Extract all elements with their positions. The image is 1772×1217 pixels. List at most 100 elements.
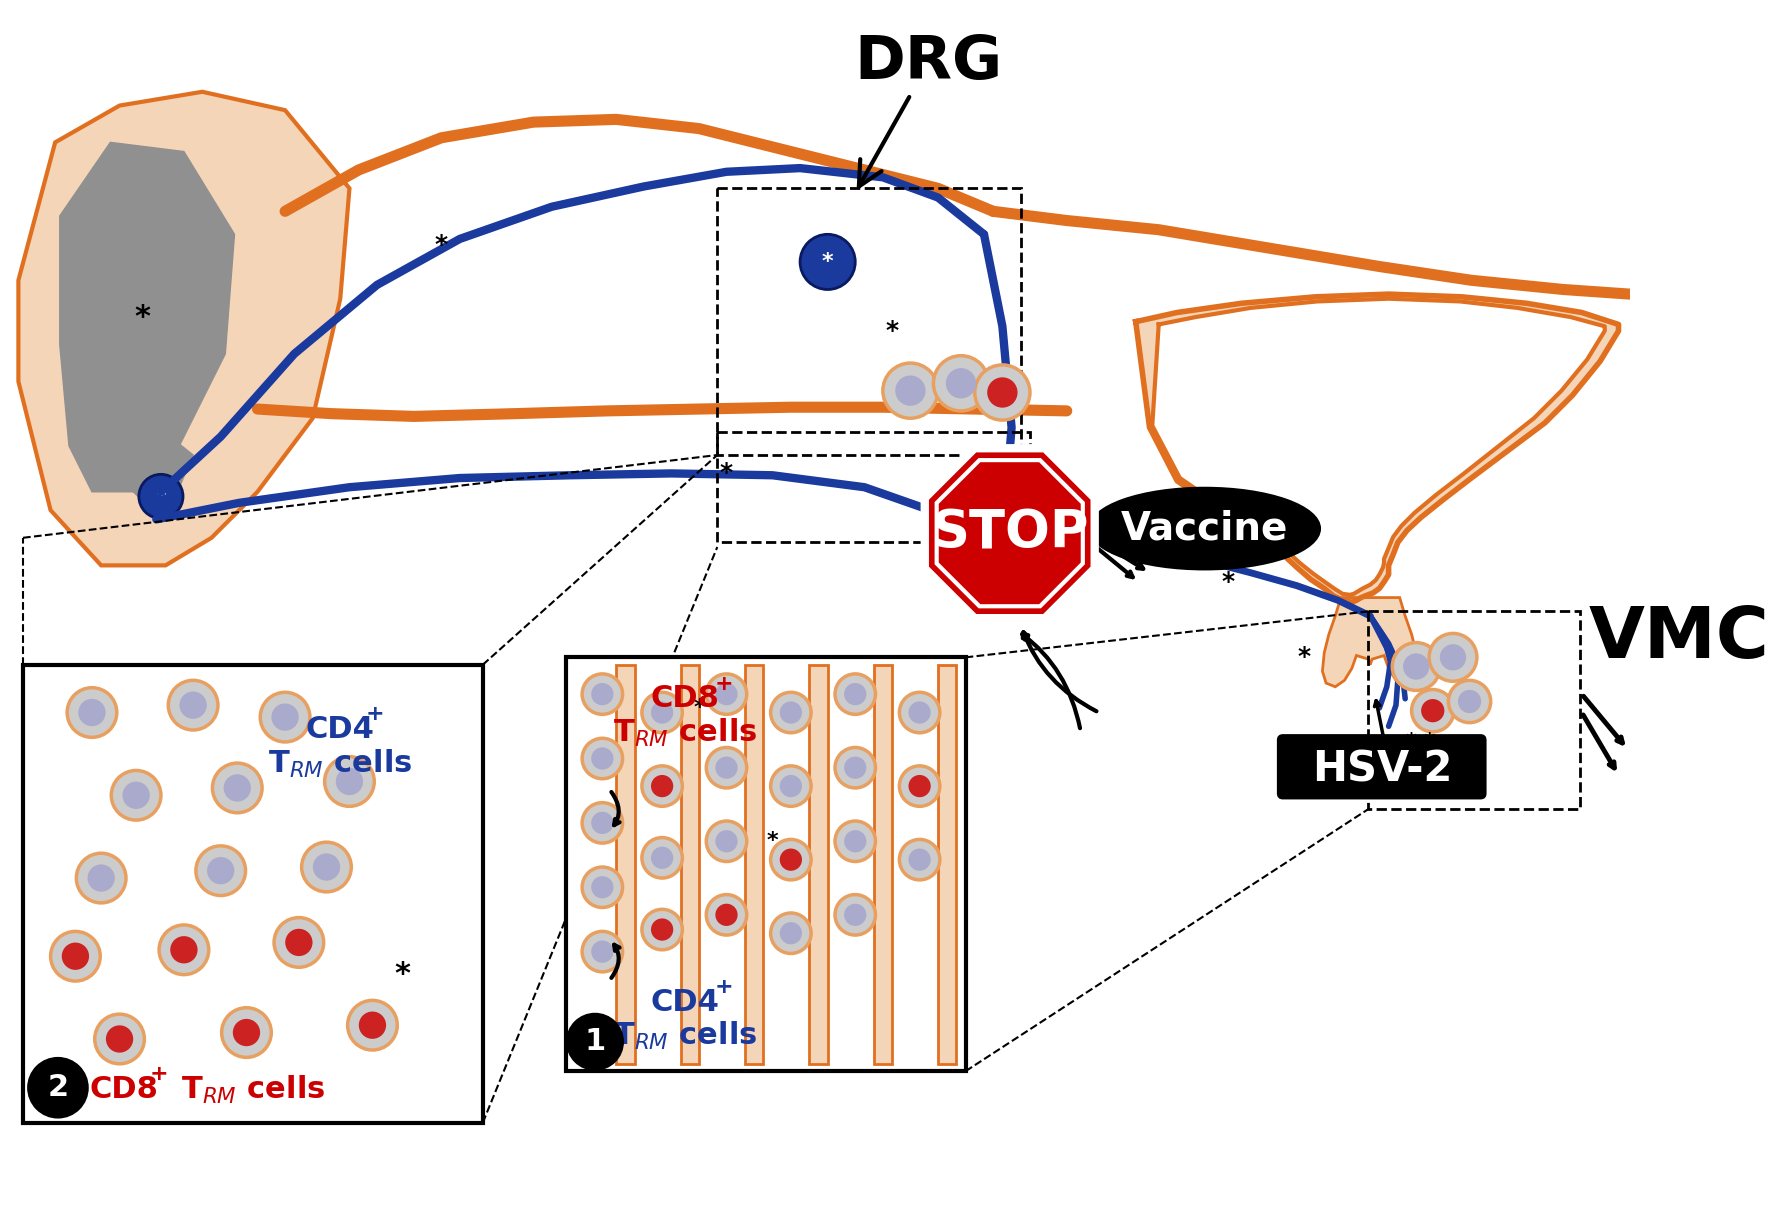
Circle shape — [900, 840, 939, 880]
Circle shape — [583, 867, 622, 908]
Circle shape — [592, 747, 613, 769]
Text: +: + — [367, 703, 385, 724]
FancyBboxPatch shape — [937, 664, 957, 1064]
Text: *: * — [1221, 570, 1235, 594]
Polygon shape — [119, 437, 193, 501]
Circle shape — [592, 812, 613, 834]
Circle shape — [106, 1026, 133, 1053]
Circle shape — [771, 692, 812, 733]
Circle shape — [835, 894, 875, 935]
Circle shape — [843, 757, 867, 779]
Text: +: + — [151, 1065, 168, 1084]
Circle shape — [641, 909, 682, 949]
Text: CD4: CD4 — [307, 714, 374, 744]
FancyBboxPatch shape — [680, 664, 698, 1064]
Text: *: * — [135, 303, 151, 331]
Circle shape — [1448, 680, 1490, 723]
Circle shape — [314, 853, 340, 881]
Circle shape — [78, 699, 106, 727]
Circle shape — [650, 919, 673, 941]
Circle shape — [909, 775, 930, 797]
Text: +: + — [714, 977, 734, 997]
Circle shape — [909, 701, 930, 724]
Circle shape — [843, 904, 867, 926]
Circle shape — [895, 376, 925, 405]
Circle shape — [592, 941, 613, 963]
Circle shape — [716, 830, 737, 852]
Circle shape — [324, 757, 374, 807]
Circle shape — [592, 683, 613, 706]
Circle shape — [1412, 690, 1453, 731]
FancyBboxPatch shape — [23, 664, 482, 1122]
Circle shape — [159, 925, 209, 975]
Circle shape — [197, 846, 246, 896]
Circle shape — [716, 904, 737, 926]
Circle shape — [641, 692, 682, 733]
Circle shape — [94, 1014, 144, 1064]
Polygon shape — [925, 448, 1095, 618]
Circle shape — [1403, 654, 1430, 679]
Circle shape — [213, 763, 262, 813]
Circle shape — [583, 931, 622, 972]
Text: T$_{RM}$ cells: T$_{RM}$ cells — [613, 717, 757, 748]
Circle shape — [179, 691, 207, 719]
FancyBboxPatch shape — [744, 664, 764, 1064]
Circle shape — [650, 701, 673, 724]
Text: *: * — [395, 960, 411, 989]
Text: CD4: CD4 — [650, 988, 719, 1016]
Text: CD8: CD8 — [90, 1075, 158, 1104]
Circle shape — [275, 918, 324, 968]
Circle shape — [835, 674, 875, 714]
Text: *: * — [693, 697, 705, 718]
Circle shape — [900, 765, 939, 807]
Text: 1: 1 — [585, 1027, 606, 1056]
Circle shape — [112, 770, 161, 820]
Text: T$_{RM}$ cells: T$_{RM}$ cells — [613, 1020, 757, 1053]
Polygon shape — [1322, 598, 1418, 686]
Text: *: * — [822, 252, 833, 271]
Circle shape — [207, 857, 234, 885]
Circle shape — [1421, 699, 1444, 723]
Text: 2: 2 — [48, 1073, 69, 1103]
Text: *: * — [156, 488, 167, 505]
Circle shape — [271, 703, 299, 730]
Ellipse shape — [1090, 488, 1320, 570]
Circle shape — [1458, 690, 1481, 713]
Circle shape — [900, 692, 939, 733]
Circle shape — [122, 781, 151, 809]
Circle shape — [358, 1011, 386, 1039]
Text: VMC: VMC — [1589, 605, 1770, 673]
Circle shape — [780, 701, 803, 724]
Circle shape — [771, 913, 812, 953]
FancyBboxPatch shape — [617, 664, 634, 1064]
Circle shape — [641, 837, 682, 877]
Circle shape — [835, 821, 875, 862]
Circle shape — [1393, 643, 1441, 690]
Text: T$_{RM}$ cells: T$_{RM}$ cells — [268, 748, 413, 780]
Circle shape — [583, 739, 622, 779]
Circle shape — [583, 803, 622, 843]
FancyBboxPatch shape — [565, 657, 966, 1071]
Circle shape — [62, 942, 89, 970]
Circle shape — [780, 922, 803, 944]
Circle shape — [28, 1059, 87, 1117]
Text: T$_{RM}$ cells: T$_{RM}$ cells — [181, 1073, 324, 1105]
Text: CD8: CD8 — [650, 684, 719, 713]
Circle shape — [716, 683, 737, 706]
Text: * *: * * — [1407, 731, 1435, 752]
Circle shape — [716, 757, 737, 779]
Text: *: * — [767, 831, 778, 851]
Circle shape — [707, 821, 746, 862]
Circle shape — [843, 830, 867, 852]
FancyBboxPatch shape — [874, 664, 891, 1064]
Circle shape — [222, 1008, 271, 1058]
Circle shape — [168, 680, 218, 730]
Polygon shape — [1152, 298, 1605, 595]
Circle shape — [650, 775, 673, 797]
FancyBboxPatch shape — [1278, 735, 1485, 798]
Circle shape — [347, 1000, 397, 1050]
Polygon shape — [18, 91, 349, 566]
Circle shape — [232, 1019, 260, 1047]
Circle shape — [260, 692, 310, 742]
Circle shape — [987, 377, 1017, 408]
